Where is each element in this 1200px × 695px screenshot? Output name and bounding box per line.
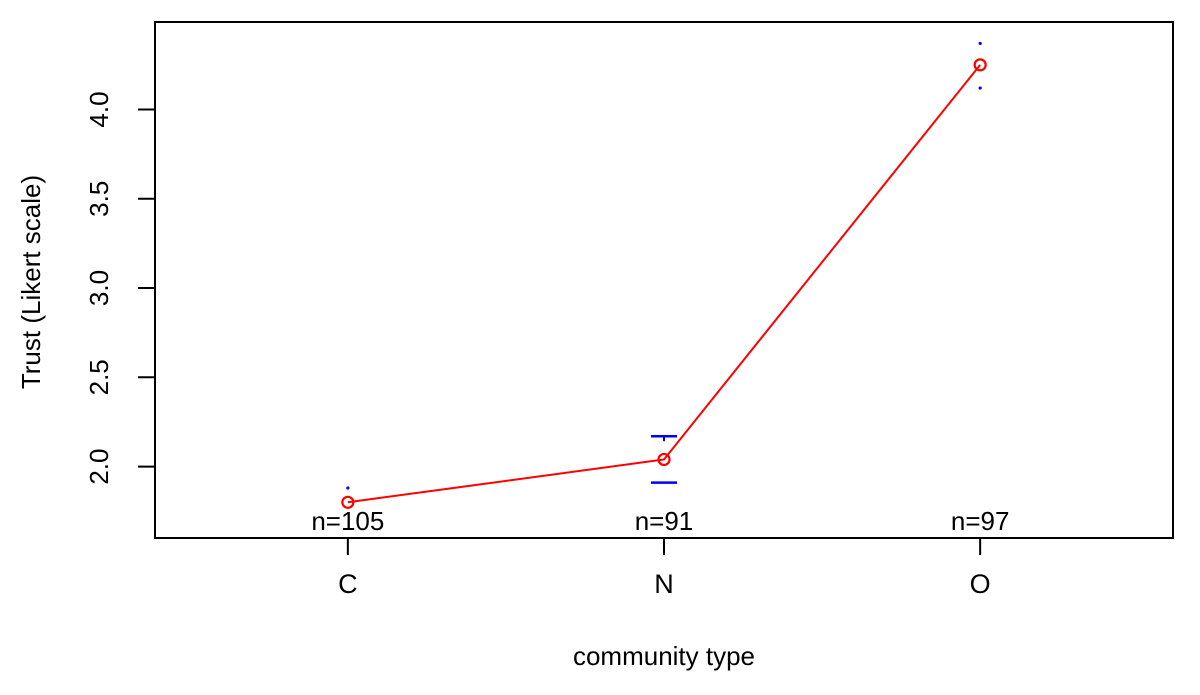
y-axis-tick-label: 2.5: [84, 359, 114, 395]
sample-size-label: n=105: [311, 506, 384, 536]
chart-layer: 2.0 2.5 3.0 3.5 4.0 Cn=105 Nn=91 On=97: [84, 21, 1174, 599]
x-axis-category-label: O: [970, 569, 991, 599]
plot-border: [154, 21, 1174, 539]
mean-point: [341, 495, 355, 509]
error-bar-dot-upper: [346, 486, 350, 490]
mean-line: [347, 64, 981, 504]
mean-point: [657, 452, 671, 467]
sample-size-label: n=91: [635, 506, 694, 536]
y-axis-tick-label: 4.0: [84, 91, 114, 127]
error-bar-dot-lower: [978, 86, 982, 90]
sample-size-label: n=97: [951, 506, 1010, 536]
x-axis-title: community type: [573, 641, 755, 671]
y-axis-title: Trust (Likert scale): [16, 175, 46, 389]
x-axis-category-label: C: [338, 569, 358, 599]
error-bar-dot-upper: [978, 41, 982, 46]
x-axis-category-label: N: [654, 569, 674, 599]
y-axis-tick-label: 3.0: [84, 270, 114, 306]
y-axis-tick-label: 2.0: [84, 449, 114, 485]
y-axis-tick-label: 3.5: [84, 181, 114, 217]
mean-point: [973, 58, 987, 72]
